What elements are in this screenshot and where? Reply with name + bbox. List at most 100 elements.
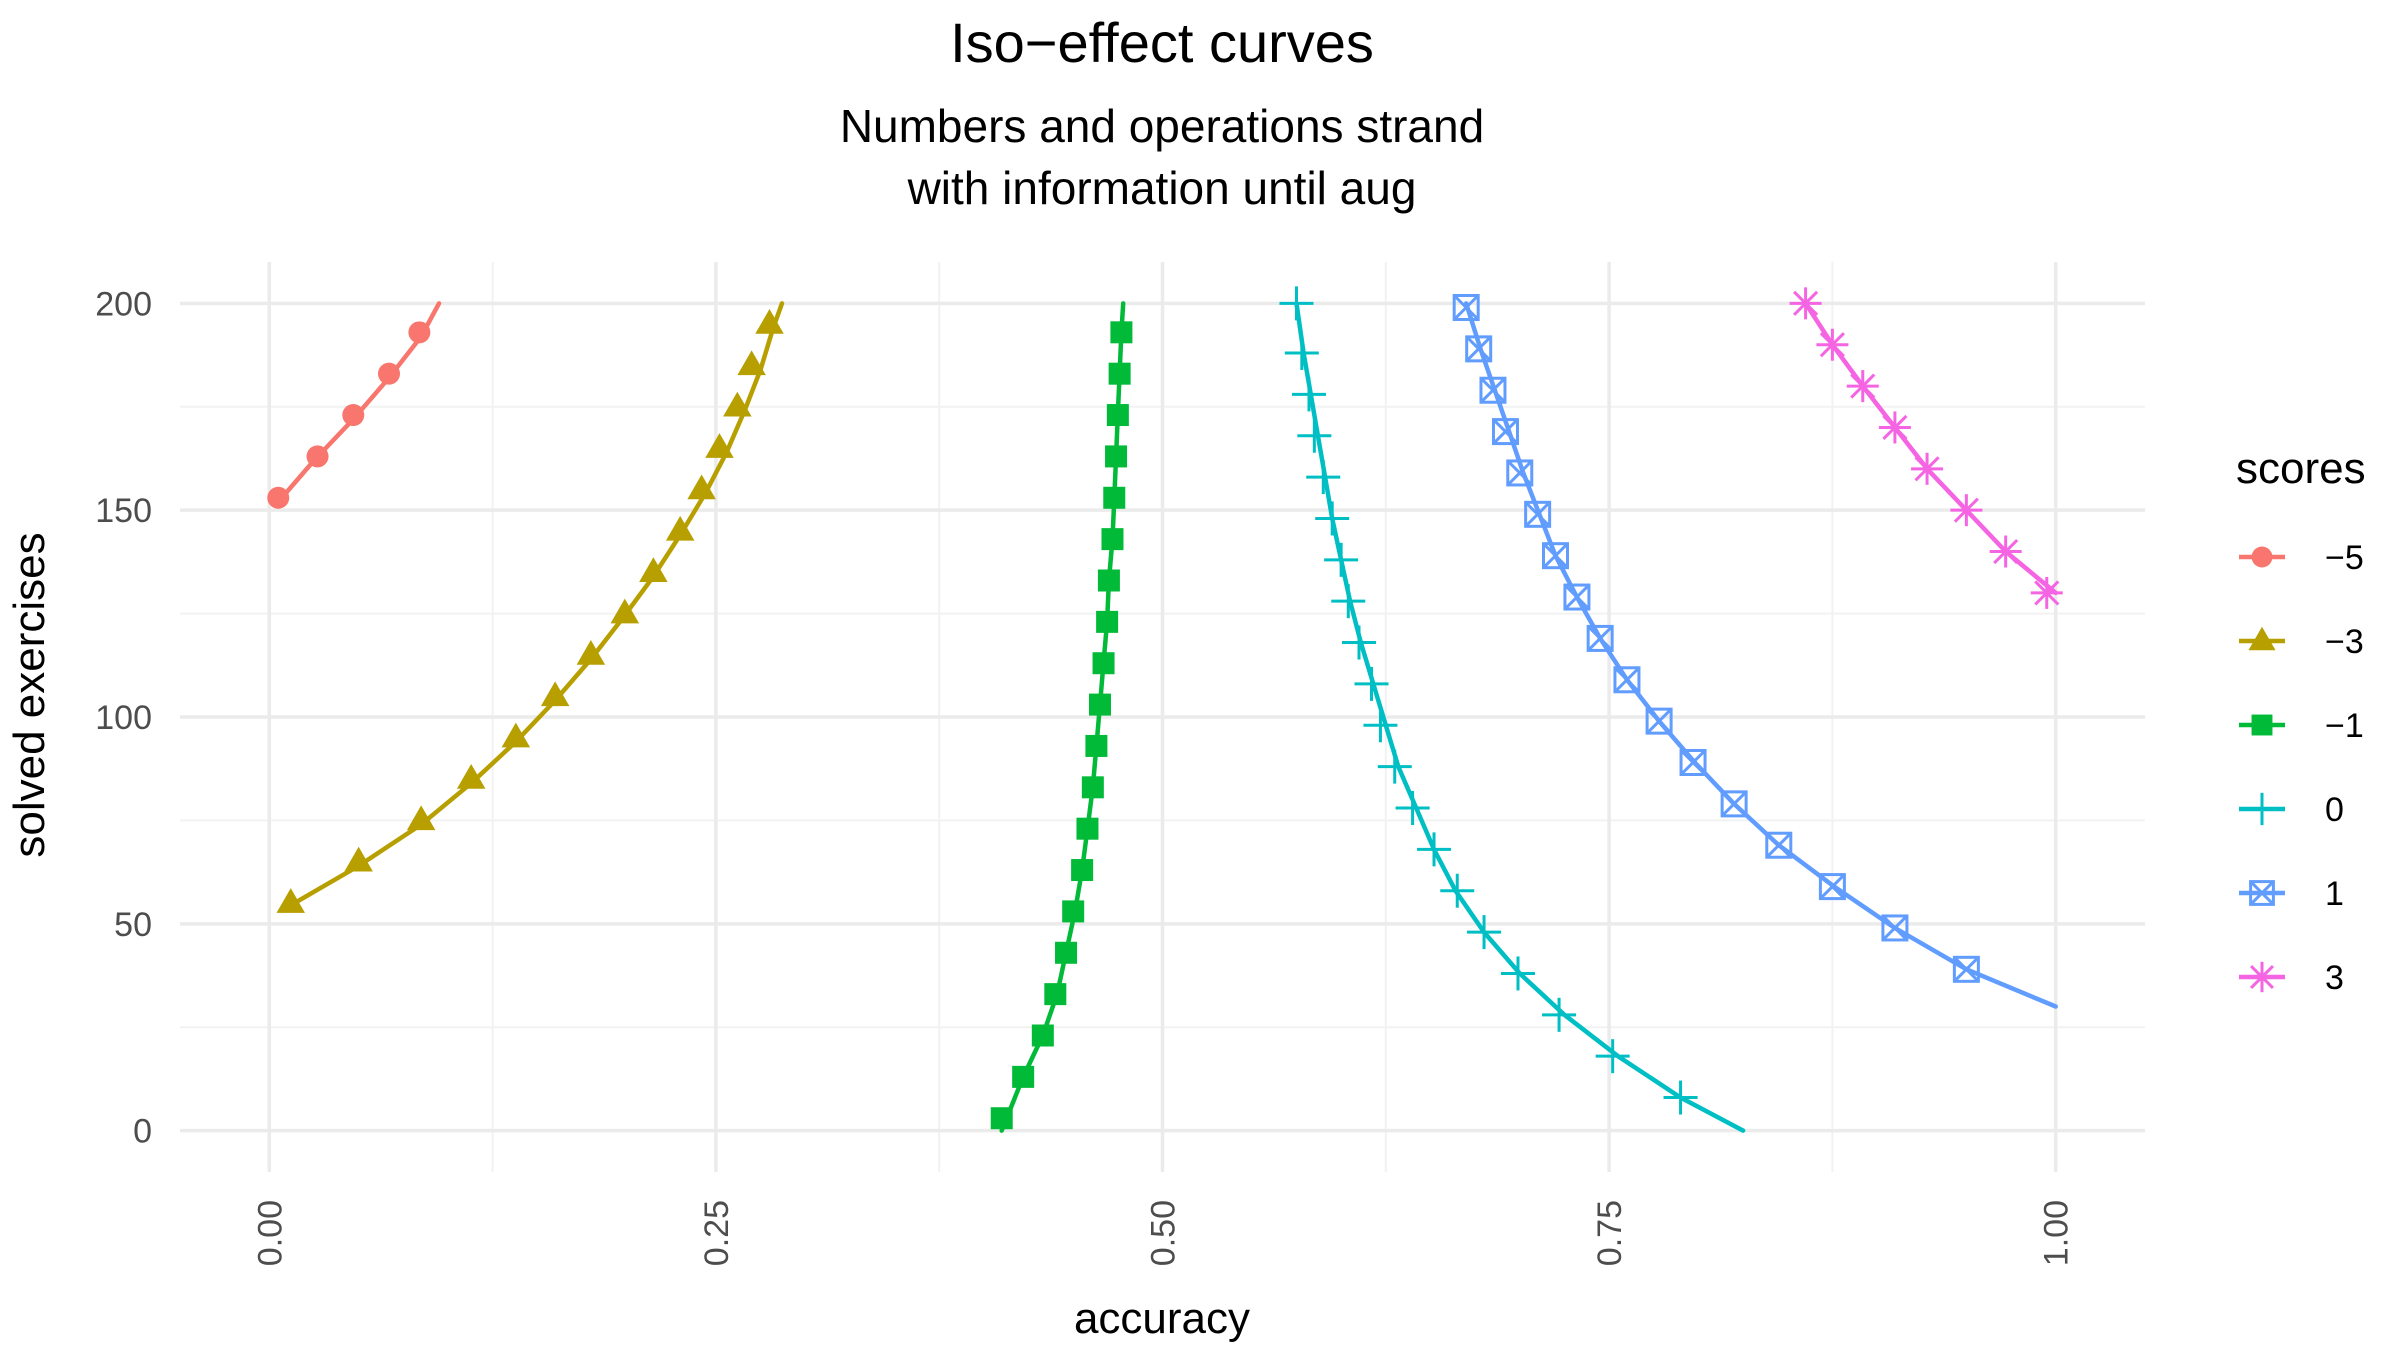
point-square bbox=[1097, 569, 1120, 592]
x-axis-title: accuracy bbox=[1074, 1294, 1250, 1343]
data-point bbox=[2248, 626, 2276, 651]
data-point bbox=[1105, 445, 1128, 468]
legend-item: −3 bbox=[2239, 623, 2364, 661]
series-2 bbox=[990, 301, 1133, 1133]
point-box bbox=[2249, 880, 2275, 906]
point-box bbox=[1645, 707, 1673, 735]
y-tick-label: 200 bbox=[95, 285, 152, 323]
point-box-diag-2 bbox=[1881, 914, 1908, 942]
data-point bbox=[990, 1107, 1013, 1130]
point-box-diag-2 bbox=[2249, 880, 2275, 906]
y-tick-label: 100 bbox=[95, 699, 152, 737]
point-square bbox=[1076, 817, 1099, 840]
data-point bbox=[2030, 576, 2063, 609]
data-point bbox=[1506, 459, 1534, 487]
data-point bbox=[1101, 528, 1124, 551]
data-point bbox=[1076, 817, 1099, 840]
legend-item: −1 bbox=[2239, 707, 2364, 745]
data-point bbox=[1085, 734, 1108, 757]
data-point bbox=[1789, 287, 1822, 320]
point-triangle bbox=[705, 433, 734, 458]
point-square bbox=[1103, 486, 1126, 509]
chart-title: Iso−effect curves bbox=[950, 11, 1374, 74]
point-box-diag-2 bbox=[1524, 501, 1551, 528]
data-point bbox=[1479, 376, 1507, 404]
data-point bbox=[1417, 832, 1452, 867]
data-point bbox=[1613, 666, 1641, 694]
legend: scores −5 −3 −1 0 1 3 bbox=[2236, 444, 2366, 997]
y-tick-label: 150 bbox=[95, 492, 152, 530]
data-point bbox=[408, 321, 431, 344]
data-point bbox=[1491, 418, 1519, 446]
data-point bbox=[1106, 404, 1129, 427]
point-box-diag-2 bbox=[1613, 666, 1641, 693]
point-box bbox=[1524, 500, 1552, 528]
point-box-diag-2 bbox=[1819, 873, 1846, 900]
data-point bbox=[1306, 460, 1341, 495]
chart-subtitle-line-1: Numbers and operations strand bbox=[840, 100, 1484, 152]
point-triangle bbox=[737, 350, 766, 376]
data-point bbox=[1279, 286, 1314, 321]
point-box bbox=[1465, 335, 1493, 363]
y-tick-label: 50 bbox=[114, 906, 152, 944]
point-triangle bbox=[755, 309, 784, 334]
series-layer bbox=[267, 286, 2063, 1133]
point-triangle bbox=[344, 846, 373, 872]
data-point bbox=[344, 846, 373, 872]
x-tick-label: 1.00 bbox=[2038, 1200, 2076, 1266]
point-square bbox=[1105, 445, 1128, 468]
data-point bbox=[1846, 370, 1879, 403]
point-square bbox=[1055, 941, 1078, 964]
point-square bbox=[2251, 714, 2273, 736]
point-square bbox=[1062, 900, 1085, 923]
point-square bbox=[990, 1107, 1013, 1130]
data-point bbox=[2246, 961, 2278, 993]
data-point bbox=[1096, 610, 1119, 633]
point-triangle bbox=[2248, 626, 2276, 651]
data-point bbox=[456, 764, 486, 789]
point-triangle bbox=[456, 764, 486, 789]
data-point bbox=[2251, 546, 2273, 568]
point-box-diag-2 bbox=[1721, 790, 1748, 817]
point-box-diag-2 bbox=[1646, 708, 1673, 735]
data-point bbox=[1291, 377, 1326, 412]
point-square bbox=[1106, 404, 1129, 427]
grid-lines bbox=[180, 262, 2145, 1172]
data-point bbox=[2245, 792, 2279, 826]
data-point bbox=[1950, 494, 1983, 527]
data-point bbox=[540, 681, 570, 707]
series-4 bbox=[1452, 294, 2058, 1009]
data-point bbox=[705, 433, 734, 458]
point-box bbox=[1881, 914, 1909, 942]
point-circle bbox=[378, 362, 401, 385]
point-box-diag-2 bbox=[1563, 583, 1590, 611]
legend-item: 0 bbox=[2239, 791, 2344, 829]
data-point bbox=[576, 639, 606, 665]
data-point bbox=[1465, 335, 1493, 363]
series-line bbox=[284, 301, 785, 910]
y-axis-title: solved exercises bbox=[5, 532, 54, 857]
x-tick-label: 0.50 bbox=[1145, 1200, 1183, 1266]
point-triangle bbox=[610, 598, 640, 624]
data-point bbox=[1765, 831, 1793, 859]
point-box bbox=[1542, 542, 1569, 570]
point-square bbox=[1096, 610, 1119, 633]
point-circle bbox=[342, 404, 365, 427]
data-point bbox=[1524, 500, 1552, 528]
data-point bbox=[1878, 411, 1911, 444]
data-point bbox=[1595, 1039, 1630, 1074]
point-triangle bbox=[501, 722, 531, 748]
data-point bbox=[1679, 749, 1707, 776]
point-box bbox=[1491, 418, 1519, 446]
x-tick-label: 0.25 bbox=[698, 1200, 736, 1266]
data-point bbox=[501, 722, 531, 748]
point-triangle bbox=[576, 639, 606, 665]
point-circle bbox=[2251, 546, 2273, 568]
point-box-diag-2 bbox=[1492, 418, 1519, 445]
data-point bbox=[1952, 955, 1980, 983]
legend-label: 0 bbox=[2325, 791, 2344, 829]
x-tick-label: 0.00 bbox=[251, 1200, 289, 1266]
data-point bbox=[1377, 749, 1412, 784]
data-point bbox=[1071, 859, 1094, 882]
